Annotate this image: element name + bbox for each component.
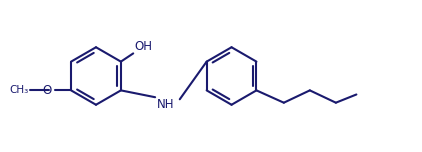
Text: NH: NH (157, 98, 174, 111)
Text: CH₃: CH₃ (9, 85, 29, 95)
Text: O: O (43, 84, 52, 97)
Text: OH: OH (134, 40, 152, 53)
